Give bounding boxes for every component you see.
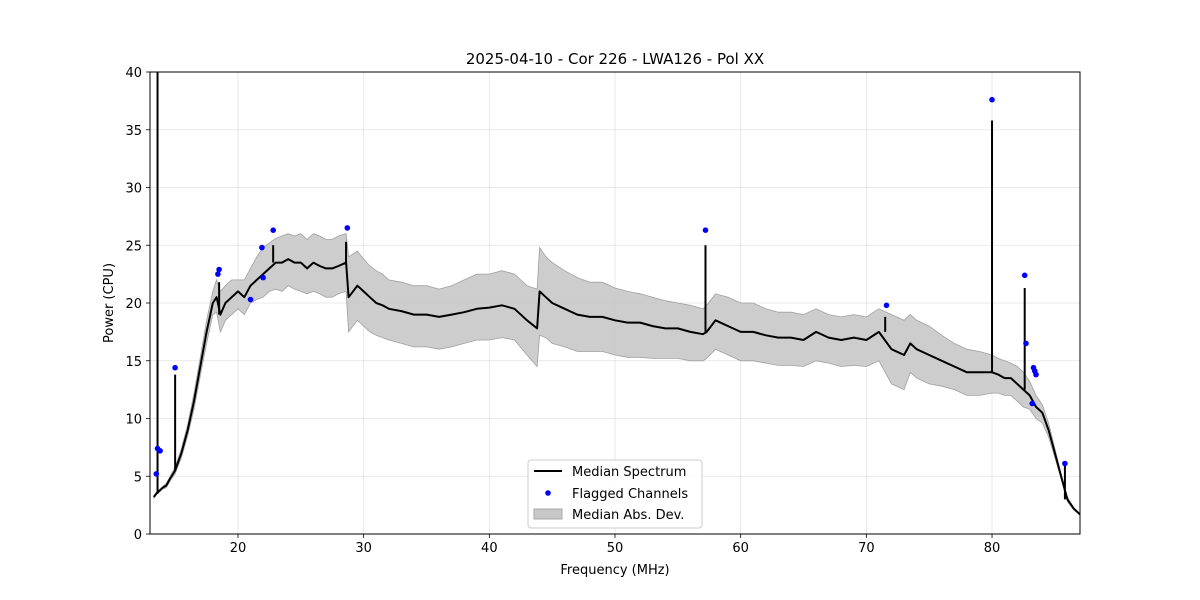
x-tick-label: 70 [858,541,875,556]
y-tick-label: 25 [125,239,142,254]
flagged-channel-point [702,227,709,233]
y-tick-label: 15 [125,355,142,370]
x-tick-label: 60 [732,541,749,556]
flagged-channel-point [172,364,178,371]
flagged-channel-point [989,96,995,103]
x-axis-label: Frequency (MHz) [560,563,669,578]
flagged-channel-point [1023,340,1029,347]
y-tick-label: 30 [125,182,142,197]
flagged-channel-point [216,266,222,273]
flagged-channel-point [1029,400,1035,407]
flagged-channel-point [270,227,277,233]
y-tick-label: 20 [125,297,142,312]
y-tick-label: 40 [125,66,142,81]
flagged-channel-point [157,448,163,454]
y-tick-label: 10 [125,413,142,428]
x-tick-label: 80 [984,541,1001,556]
y-tick-label: 5 [134,470,142,485]
y-tick-label: 35 [125,124,142,139]
y-axis-ticks: 0 5 10 15 20 25 30 35 40 [125,66,150,543]
y-tick-label: 0 [134,528,142,543]
flagged-channel-point [344,225,351,231]
legend-label-mad: Median Abs. Dev. [572,508,684,523]
legend-label-median: Median Spectrum [572,465,686,480]
x-tick-label: 50 [607,541,624,556]
legend: Median Spectrum Flagged Channels Median … [527,459,703,529]
flagged-channel-point [1033,371,1039,378]
legend-swatch-mad [533,508,563,520]
flagged-channel-point [260,274,266,281]
flagged-channel-point [215,271,221,277]
legend-label-flagged: Flagged Channels [572,487,688,502]
y-axis-label: Power (CPU) [102,263,117,343]
x-tick-label: 40 [481,541,498,556]
chart-title: 2025-04-10 - Cor 226 - LWA126 - Pol XX [466,50,764,68]
flagged-channel-point [883,302,890,309]
x-axis-ticks: 20 30 40 50 60 70 80 [230,534,1001,556]
flagged-channel-point [1062,460,1068,467]
x-tick-label: 20 [230,541,247,556]
flagged-channel-point [247,296,254,303]
legend-box [527,459,703,529]
median-spectrum-line [152,258,1080,516]
flagged-channel-point [1021,272,1028,279]
flagged-channel-point [259,244,265,251]
plot-area [152,72,1080,516]
legend-swatch-flagged [545,490,551,496]
x-tick-label: 30 [355,541,372,556]
flagged-channel-point [153,471,160,477]
